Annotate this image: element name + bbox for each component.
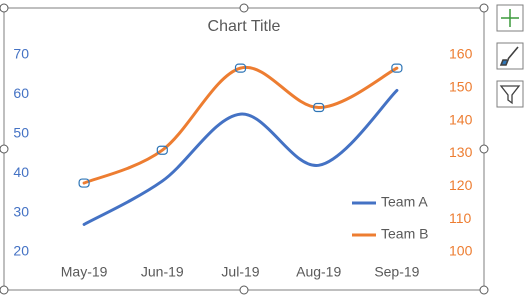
x-tick-label: Jul-19 (221, 264, 259, 280)
series-line (82, 65, 399, 185)
y2-tick-label: 130 (449, 144, 473, 160)
resize-handle[interactable] (239, 285, 249, 295)
y2-tick-label: 160 (449, 46, 473, 62)
y-tick-label: 70 (13, 46, 29, 62)
x-tick-label: Aug-19 (296, 264, 341, 280)
chart-styles-button[interactable] (496, 42, 524, 70)
selected-point-marker (78, 178, 90, 188)
chart-title: Chart Title (208, 18, 281, 35)
selected-point-marker (234, 63, 247, 73)
y-tick-label: 50 (13, 125, 29, 141)
x-tick-label: May-19 (61, 264, 108, 280)
chart-filters-button[interactable] (496, 80, 524, 108)
x-tick-label: Jun-19 (141, 264, 184, 280)
y2-tick-label: 100 (449, 243, 473, 259)
plus-icon (501, 9, 519, 27)
resize-handle[interactable] (0, 3, 9, 13)
y-tick-label: 20 (13, 243, 29, 259)
y-tick-label: 60 (13, 85, 29, 101)
chart-frame[interactable] (3, 7, 485, 291)
series-line (82, 88, 399, 226)
selection-handles (0, 3, 489, 295)
resize-handle[interactable] (479, 3, 489, 13)
filter-icon (499, 85, 521, 105)
y-tick-label: 30 (13, 203, 29, 219)
x-tick-label: Sep-19 (374, 264, 419, 280)
resize-handle[interactable] (479, 144, 489, 154)
legend-label: Team B (381, 226, 428, 242)
resize-handle[interactable] (0, 285, 9, 295)
resize-handle[interactable] (0, 144, 9, 154)
legend-label: Team A (381, 194, 428, 210)
selected-point-marker (156, 145, 168, 155)
y-tick-label: 40 (13, 164, 29, 180)
resize-handle[interactable] (239, 3, 249, 13)
resize-handle[interactable] (479, 285, 489, 295)
y2-tick-label: 140 (449, 111, 473, 127)
selected-point-marker (391, 63, 403, 73)
y2-tick-label: 110 (449, 210, 472, 226)
button-frame (496, 80, 524, 108)
brush-icon (499, 46, 519, 66)
chart-elements-button[interactable] (496, 4, 524, 32)
y2-tick-label: 150 (449, 79, 473, 95)
selected-point-marker (313, 102, 325, 113)
y2-tick-label: 120 (449, 177, 473, 193)
